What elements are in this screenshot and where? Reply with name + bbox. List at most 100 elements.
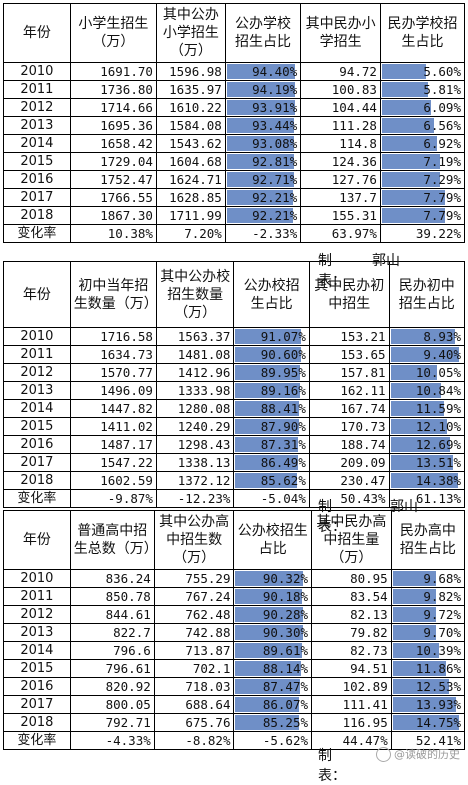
value-cell: 1635.97 bbox=[155, 80, 226, 99]
share-cell: 92.71% bbox=[224, 170, 302, 189]
share-value: 87.31% bbox=[260, 437, 306, 452]
credit-label: 制表： bbox=[318, 253, 346, 289]
share-cell: 90.60% bbox=[233, 345, 310, 364]
share-value: 6.92% bbox=[423, 136, 461, 151]
column-header: 其中公办高中招生数（万） bbox=[153, 510, 235, 570]
share-value: 8.93% bbox=[423, 329, 461, 344]
data-bar bbox=[226, 64, 296, 79]
data-bar bbox=[226, 136, 295, 151]
change-rate-label: 变化率 bbox=[3, 489, 71, 508]
data-bar bbox=[392, 643, 440, 658]
year-cell: 2013 bbox=[3, 623, 71, 642]
value-cell: 1570.77 bbox=[69, 363, 157, 382]
value-cell: 1447.82 bbox=[69, 399, 157, 418]
value-cell: 820.92 bbox=[69, 677, 155, 696]
value-cell: 844.61 bbox=[69, 605, 155, 624]
year-cell: 2010 bbox=[3, 569, 71, 588]
value-cell: 1729.04 bbox=[69, 152, 157, 171]
table-row: 2018 792.71 675.76 85.25% 116.95 14.75% bbox=[3, 713, 466, 732]
weibo-icon bbox=[376, 746, 391, 762]
share-value: 11.59% bbox=[415, 401, 461, 416]
value-cell: 1411.02 bbox=[69, 417, 157, 436]
data-table: 年份 小学生招生（万） 其中公办小学招生（万） 公办学校招生占比 其中民办小学招生 民办学… bbox=[3, 3, 466, 243]
data-bar bbox=[392, 679, 450, 694]
data-bar bbox=[235, 329, 302, 344]
data-bar bbox=[235, 661, 301, 676]
table-row: 2016 820.92 718.03 87.47% 102.89 12.53% bbox=[3, 677, 466, 696]
share-cell: 11.86% bbox=[390, 659, 466, 678]
share-cell: 14.38% bbox=[388, 471, 466, 490]
change-rate-row: 变化率 -9.87% -12.23% -5.04% 50.43% 61.13% bbox=[3, 489, 466, 508]
table-row: 2015 796.61 702.1 88.14% 94.51 11.86% bbox=[3, 659, 466, 678]
share-cell: 9.72% bbox=[390, 605, 466, 624]
data-bar bbox=[235, 401, 300, 416]
table-row: 2013 1496.09 1333.98 89.16% 162.11 10.84% bbox=[3, 381, 466, 400]
share-value: 9.72% bbox=[423, 607, 461, 622]
data-bar bbox=[235, 473, 298, 488]
value-cell: 800.05 bbox=[69, 695, 155, 714]
value-cell: 1766.55 bbox=[69, 188, 157, 207]
data-bar bbox=[392, 625, 436, 640]
header-row: 年份 小学生招生（万） 其中公办小学招生（万） 公办学校招生占比 其中民办小学招生 民办学… bbox=[3, 3, 466, 63]
share-value: 13.51% bbox=[415, 455, 461, 470]
value-cell: 155.31 bbox=[300, 206, 381, 225]
data-bar bbox=[381, 172, 441, 187]
column-header: 其中民办小学招生 bbox=[300, 3, 381, 63]
value-cell: 792.71 bbox=[69, 713, 155, 732]
value-cell: 755.29 bbox=[153, 569, 235, 588]
year-cell: 2018 bbox=[3, 206, 71, 225]
value-cell: 718.03 bbox=[153, 677, 235, 696]
data-bar bbox=[226, 208, 294, 223]
credit-label: 制表： bbox=[318, 499, 346, 535]
data-bar bbox=[235, 347, 301, 362]
share-value: 92.71% bbox=[252, 172, 298, 187]
share-cell: 5.60% bbox=[379, 62, 466, 81]
share-cell: 9.70% bbox=[390, 623, 466, 642]
share-value: 93.91% bbox=[252, 100, 298, 115]
data-bar bbox=[235, 643, 303, 658]
change-rate-value: -9.87% bbox=[69, 489, 157, 508]
table-row: 2016 1752.47 1624.71 92.71% 127.76 7.29% bbox=[3, 170, 466, 189]
data-bar bbox=[381, 64, 427, 79]
year-cell: 2011 bbox=[3, 345, 71, 364]
watermark-text: @读破的历史 bbox=[394, 748, 460, 761]
share-cell: 87.90% bbox=[233, 417, 310, 436]
column-header: 其中公办小学招生（万） bbox=[155, 3, 226, 63]
data-bar bbox=[235, 697, 300, 712]
share-cell: 93.08% bbox=[224, 134, 302, 153]
change-rate-value: -5.04% bbox=[233, 489, 310, 508]
share-cell: 86.07% bbox=[233, 695, 313, 714]
change-rate-value: 63.97% bbox=[300, 224, 381, 243]
share-value: 87.47% bbox=[262, 679, 309, 694]
share-cell: 89.61% bbox=[233, 641, 313, 660]
watermark: @读破的历史 bbox=[376, 746, 460, 762]
share-value: 93.08% bbox=[252, 136, 298, 151]
year-cell: 2017 bbox=[3, 453, 71, 472]
share-value: 91.07% bbox=[260, 329, 306, 344]
value-cell: 80.95 bbox=[311, 569, 392, 588]
share-cell: 88.14% bbox=[233, 659, 313, 678]
year-cell: 2014 bbox=[3, 399, 71, 418]
value-cell: 822.7 bbox=[69, 623, 155, 642]
value-cell: 713.87 bbox=[153, 641, 235, 660]
share-cell: 7.79% bbox=[379, 188, 466, 207]
change-rate-row: 变化率 -4.33% -8.82% -5.62% 44.47% 52.41% bbox=[3, 731, 466, 750]
change-rate-value: 52.41% bbox=[390, 731, 466, 750]
year-cell: 2018 bbox=[3, 713, 71, 732]
change-rate-value: -4.33% bbox=[69, 731, 155, 750]
column-header: 民办初中招生占比 bbox=[388, 261, 466, 328]
value-cell: 102.89 bbox=[311, 677, 392, 696]
data-bar bbox=[392, 661, 446, 676]
share-cell: 6.92% bbox=[379, 134, 466, 153]
value-cell: 157.81 bbox=[308, 363, 390, 382]
year-cell: 2010 bbox=[3, 327, 71, 346]
data-bar bbox=[381, 118, 435, 133]
data-table: 年份 初中当年招生数量（万） 其中公办校招生数量（万） 公办校招生占比 其中民办初中招生… bbox=[3, 261, 466, 508]
share-value: 7.79% bbox=[423, 190, 461, 205]
table-row: 2013 1695.36 1584.08 93.44% 111.28 6.56% bbox=[3, 116, 466, 135]
change-rate-label: 变化率 bbox=[3, 731, 71, 750]
share-cell: 87.31% bbox=[233, 435, 310, 454]
share-cell: 93.91% bbox=[224, 98, 302, 117]
value-cell: 162.11 bbox=[308, 381, 390, 400]
share-cell: 6.09% bbox=[379, 98, 466, 117]
